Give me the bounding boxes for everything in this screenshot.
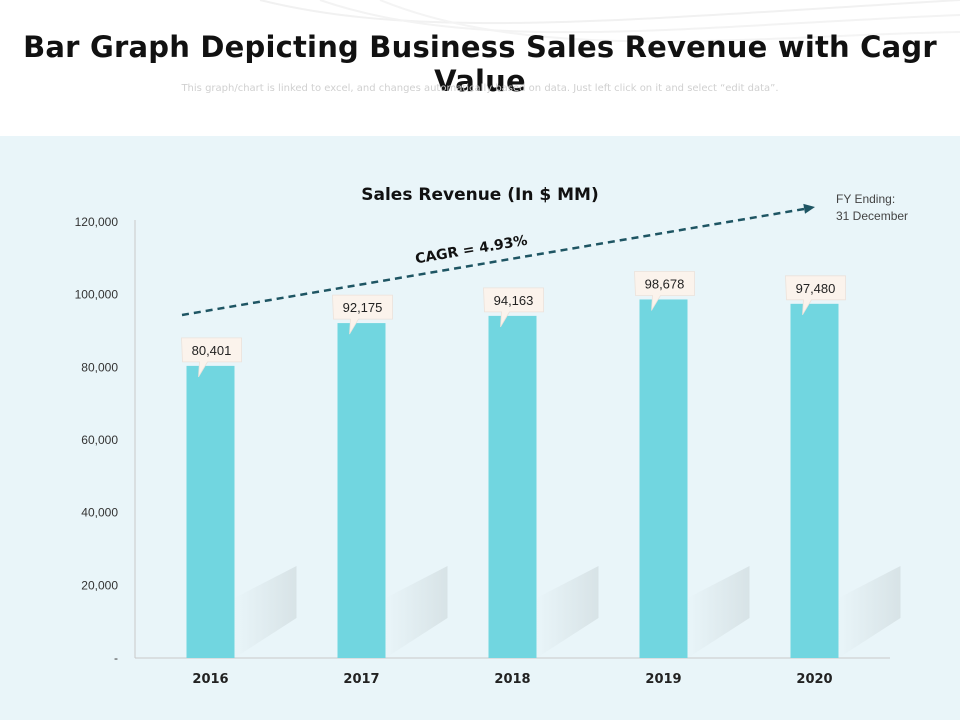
x-tick-label: 2019 — [645, 672, 681, 687]
page-title: Bar Graph Depicting Business Sales Reven… — [23, 30, 937, 98]
bar-shadow — [234, 566, 297, 658]
bar-2018 — [488, 315, 537, 658]
data-label-bubble — [483, 287, 544, 328]
data-label: 98,678 — [645, 276, 685, 291]
bar-2016 — [186, 365, 235, 658]
data-label-bubble — [634, 271, 695, 311]
chart-panel: - 20,000 40,000 60,000 80,000 100,000 120,000 2… — [0, 136, 960, 720]
bar-chart: - 20,000 40,000 60,000 80,000 100,000 120,000 2… — [75, 185, 908, 687]
cagr-trend-line — [181, 207, 808, 317]
bar-shadow — [385, 566, 448, 658]
bar-shadow — [536, 566, 599, 658]
y-tick-label: 120,000 — [75, 215, 119, 229]
fy-ending-label: FY Ending: — [836, 192, 895, 206]
cagr-arrow-head — [803, 203, 815, 214]
data-label-bubble — [332, 294, 393, 335]
data-label-bubble — [181, 337, 242, 378]
cagr-label: CAGR = 4.93% — [414, 233, 529, 268]
data-label: 97,480 — [796, 281, 836, 296]
chart-title: Sales Revenue (In $ MM) — [361, 185, 598, 205]
fy-ending-date: 31 December — [836, 209, 908, 223]
y-tick-label: - — [114, 651, 118, 665]
bar-2017 — [337, 323, 386, 658]
bar-2020 — [790, 303, 839, 658]
x-tick-label: 2020 — [796, 672, 832, 687]
page-subtitle: This graph/chart is linked to excel, and… — [181, 83, 779, 94]
axes: - 20,000 40,000 60,000 80,000 100,000 120,000 2… — [75, 215, 890, 687]
data-label: 80,401 — [192, 343, 232, 358]
data-label: 92,175 — [343, 300, 383, 315]
data-label: 94,163 — [494, 293, 534, 308]
y-tick-label: 60,000 — [81, 433, 118, 447]
bar-2019 — [639, 299, 688, 658]
data-labels: 80,401 92,175 94,163 98,678 97,480 — [181, 271, 846, 378]
y-tick-label: 20,000 — [81, 578, 118, 592]
x-tick-label: 2016 — [192, 672, 228, 687]
x-tick-label: 2018 — [494, 672, 530, 687]
y-tick-label: 80,000 — [81, 360, 118, 374]
bars — [186, 299, 839, 658]
bar-shadow — [838, 566, 901, 658]
x-tick-label: 2017 — [343, 672, 379, 687]
data-label-bubble — [785, 275, 846, 316]
y-tick-label: 100,000 — [75, 288, 119, 302]
bar-shadows — [234, 566, 901, 658]
bar-shadow — [687, 566, 750, 658]
background-decoration — [259, 0, 960, 43]
y-tick-label: 40,000 — [81, 506, 118, 520]
